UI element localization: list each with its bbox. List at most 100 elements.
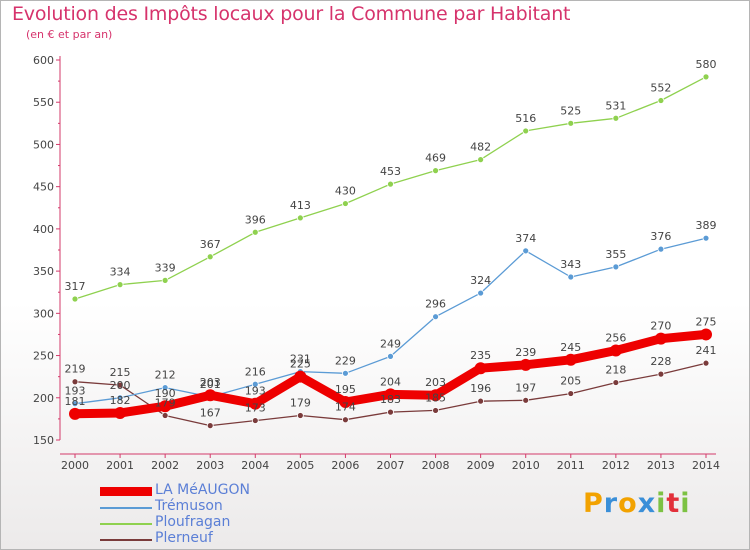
data-label: 182: [110, 394, 131, 407]
data-label: 453: [380, 165, 401, 178]
logo-letter: o: [618, 488, 638, 519]
data-point: [432, 167, 439, 175]
data-point: [654, 332, 667, 345]
data-point: [204, 389, 217, 402]
data-label: 389: [696, 219, 717, 232]
data-label: 212: [155, 369, 176, 382]
data-label: 343: [560, 258, 581, 271]
data-point: [384, 388, 397, 401]
y-tick-label: 500: [33, 138, 54, 151]
data-label: 185: [425, 391, 446, 404]
data-point: [522, 396, 530, 404]
data-label: 181: [65, 395, 86, 408]
data-point: [519, 358, 532, 371]
legend-swatch: [100, 487, 152, 496]
data-label: 241: [696, 344, 717, 357]
data-label: 200: [110, 379, 131, 392]
data-label: 179: [155, 397, 176, 410]
data-label: 205: [560, 375, 581, 388]
data-point: [387, 408, 394, 416]
logo-letter: t: [666, 488, 681, 519]
data-label: 174: [335, 401, 356, 414]
data-label: 245: [560, 341, 581, 354]
data-point: [474, 362, 487, 375]
data-label: 334: [110, 266, 131, 279]
data-label: 239: [515, 346, 536, 359]
data-label: 195: [335, 383, 356, 396]
x-tick-label: 2011: [557, 459, 585, 472]
data-point: [71, 295, 79, 303]
data-point: [432, 407, 439, 414]
data-point: [296, 214, 304, 222]
data-point: [702, 234, 710, 242]
data-point: [477, 397, 485, 405]
x-tick-label: 2010: [512, 459, 540, 472]
legend-label: LA MéAUGON: [155, 482, 251, 498]
x-tick-label: 2009: [467, 459, 495, 472]
x-tick-label: 2014: [692, 459, 720, 472]
data-point: [161, 384, 169, 392]
x-tick-label: 2005: [286, 459, 314, 472]
y-tick-label: 350: [33, 265, 54, 278]
data-point: [296, 412, 304, 419]
data-label: 231: [290, 353, 311, 366]
data-label: 355: [605, 248, 626, 261]
y-tick-label: 450: [33, 181, 54, 194]
data-label: 218: [605, 364, 626, 377]
legend-label: Plerneuf: [155, 530, 213, 546]
data-label: 516: [515, 112, 536, 125]
y-tick-label: 150: [33, 434, 54, 447]
x-tick-label: 2013: [647, 459, 675, 472]
y-tick-label: 550: [33, 96, 54, 109]
data-point: [612, 379, 620, 386]
data-point: [251, 417, 259, 424]
data-point: [251, 380, 259, 388]
data-point: [429, 389, 442, 402]
data-label: 396: [245, 213, 266, 226]
legend-swatch: [100, 539, 152, 541]
data-label: 525: [560, 104, 581, 117]
data-point: [249, 397, 262, 410]
data-label: 235: [470, 349, 491, 362]
data-point: [71, 400, 79, 408]
data-point: [702, 359, 710, 367]
data-point: [702, 73, 710, 81]
data-point: [116, 394, 124, 402]
x-tick-label: 2002: [151, 459, 179, 472]
data-label: 228: [650, 355, 671, 368]
data-point: [522, 247, 530, 255]
data-point: [657, 97, 665, 104]
logo-letter: i: [656, 488, 667, 519]
data-label: 249: [380, 337, 401, 350]
y-tick-label: 250: [33, 350, 54, 363]
data-point: [69, 407, 81, 420]
y-tick-label: 600: [33, 54, 54, 67]
data-label: 190: [155, 387, 176, 400]
data-point: [609, 344, 622, 357]
data-label: 482: [470, 141, 491, 154]
x-tick-label: 2012: [602, 459, 630, 472]
data-point: [116, 381, 124, 389]
data-point: [161, 276, 169, 284]
data-point: [387, 180, 394, 188]
data-point: [657, 245, 665, 253]
data-point: [116, 281, 124, 289]
legend-swatch: [100, 507, 152, 509]
data-label: 201: [200, 378, 221, 391]
data-label: 531: [605, 99, 626, 112]
data-label: 374: [515, 232, 536, 245]
data-label: 376: [650, 230, 671, 243]
data-point: [612, 114, 620, 122]
data-label: 413: [290, 199, 311, 212]
data-point: [206, 422, 214, 430]
data-point: [251, 228, 259, 236]
data-point: [567, 390, 575, 397]
data-label: 193: [65, 385, 86, 398]
data-point: [564, 353, 577, 366]
data-label: 183: [380, 393, 401, 406]
data-label: 296: [425, 298, 446, 311]
x-tick-label: 2007: [377, 459, 405, 472]
data-point: [342, 369, 349, 377]
